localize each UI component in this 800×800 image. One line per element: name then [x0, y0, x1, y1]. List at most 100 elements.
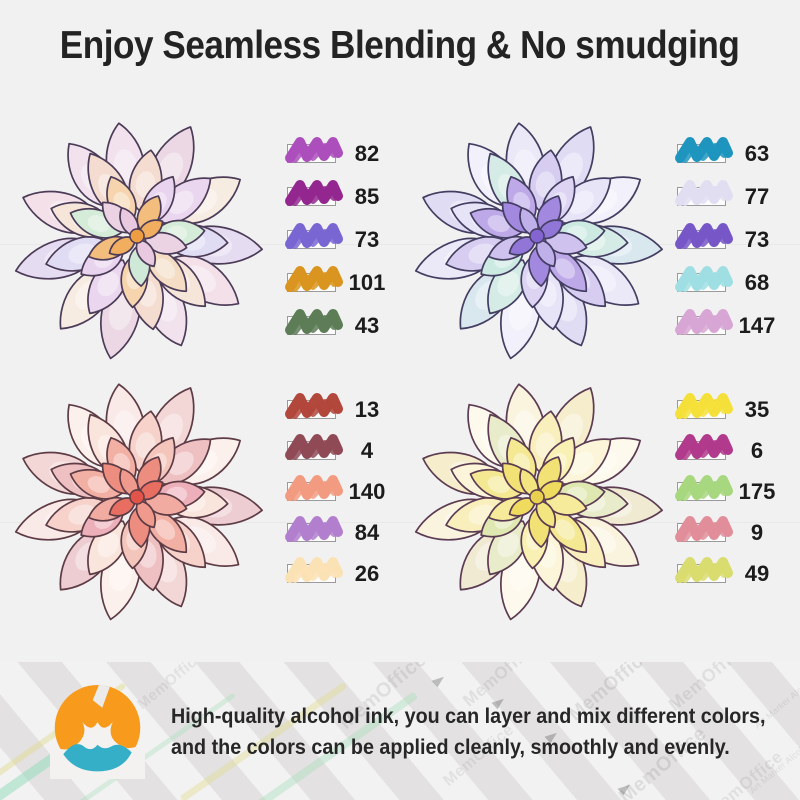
legend-row: 101 [285, 261, 390, 304]
legend-row: 82 [285, 132, 390, 175]
marker-scribble-icon [675, 180, 733, 206]
color-legend-top-left: 82 85 73 101 43 [285, 132, 390, 347]
marker-code: 140 [348, 478, 386, 504]
marker-code: 43 [354, 312, 380, 338]
marker-scribble-icon [285, 309, 343, 335]
memoffice-logo [50, 684, 145, 779]
succulent-illustration-blue-violet [414, 122, 663, 360]
legend-row: 63 [675, 132, 780, 175]
color-legend-top-right: 63 77 73 68 147 [675, 132, 780, 347]
marker-scribble-icon [285, 223, 343, 249]
marker-code: 9 [750, 519, 764, 545]
legend-row: 140 [285, 471, 390, 512]
succulent-illustration-yellow-green [414, 383, 663, 621]
legend-row: 77 [675, 175, 780, 218]
legend-row: 147 [675, 304, 780, 347]
marker-swatch-box [285, 393, 343, 419]
marker-code: 73 [354, 226, 380, 252]
legend-row: 85 [285, 175, 390, 218]
legend-row: 84 [285, 512, 390, 553]
swatch-group-top-right: 63 77 73 68 147 [400, 105, 800, 372]
marker-swatch-box [675, 434, 733, 460]
legend-row: 13 [285, 389, 390, 430]
marker-swatch-box [285, 516, 343, 542]
marker-code: 73 [744, 226, 770, 252]
legend-row: 175 [675, 471, 780, 512]
marker-scribble-icon [675, 309, 733, 335]
legend-row: 4 [285, 430, 390, 471]
marker-code: 6 [750, 437, 764, 463]
marker-code: 63 [744, 140, 770, 166]
marker-scribble-icon [675, 393, 733, 419]
marker-scribble-icon [285, 434, 343, 460]
swatch-group-bottom-left: 13 4 140 84 26 [0, 372, 400, 639]
marker-swatch-box [675, 266, 733, 292]
legend-row: 43 [285, 304, 390, 347]
footer-text: High-quality alcohol ink, you can layer … [171, 701, 766, 763]
marker-code: 101 [348, 269, 386, 295]
marker-code: 35 [744, 396, 770, 422]
marker-code: 49 [744, 560, 770, 586]
marker-swatch-box [285, 180, 343, 206]
marker-scribble-icon [285, 266, 343, 292]
marker-swatch-box [285, 475, 343, 501]
marker-code: 26 [354, 560, 380, 586]
succulent-illustration-pink-red [14, 383, 263, 621]
marker-swatch-box [675, 223, 733, 249]
footer-line-1: High-quality alcohol ink, you can layer … [171, 705, 766, 728]
marker-swatch-box [285, 223, 343, 249]
marker-scribble-icon [285, 516, 343, 542]
legend-row: 73 [285, 218, 390, 261]
legend-row: 49 [675, 553, 780, 594]
marker-swatch-box [285, 557, 343, 583]
marker-scribble-icon [675, 516, 733, 542]
legend-row: 6 [675, 430, 780, 471]
marker-code: 82 [354, 140, 380, 166]
marker-swatch-box [675, 516, 733, 542]
marker-code: 77 [744, 183, 770, 209]
marker-scribble-icon [285, 557, 343, 583]
legend-row: 26 [285, 553, 390, 594]
marker-code: 85 [354, 183, 380, 209]
marker-scribble-icon [285, 137, 343, 163]
legend-row: 73 [675, 218, 780, 261]
marker-swatch-box [675, 475, 733, 501]
marker-scribble-icon [675, 434, 733, 460]
image-seam [0, 522, 800, 523]
marker-scribble-icon [285, 475, 343, 501]
marker-code: 84 [354, 519, 380, 545]
marker-swatch-box [675, 137, 733, 163]
marker-swatch-box [285, 266, 343, 292]
succulent-illustration-purple-orange [14, 122, 263, 360]
swatch-group-top-left: 82 85 73 101 43 [0, 105, 400, 372]
marker-swatch-box [285, 434, 343, 460]
marker-code: 175 [738, 478, 776, 504]
marker-code: 147 [738, 312, 776, 338]
marker-scribble-icon [675, 223, 733, 249]
marker-swatch-box [675, 393, 733, 419]
marker-scribble-icon [285, 180, 343, 206]
marker-scribble-icon [675, 266, 733, 292]
marker-swatch-box [675, 557, 733, 583]
color-legend-bottom-left: 13 4 140 84 26 [285, 389, 390, 594]
image-seam [0, 244, 800, 245]
marker-code: 13 [354, 396, 380, 422]
legend-row: 9 [675, 512, 780, 553]
marker-swatch-box [285, 137, 343, 163]
legend-row: 68 [675, 261, 780, 304]
legend-row: 35 [675, 389, 780, 430]
marker-swatch-box [675, 309, 733, 335]
marker-swatch-box [285, 309, 343, 335]
title-wrap: Enjoy Seamless Blending & No smudging [0, 24, 800, 68]
swatch-group-bottom-right: 35 6 175 9 49 [400, 372, 800, 639]
marker-scribble-icon [675, 557, 733, 583]
footer-line-2: and the colors can be applied cleanly, s… [171, 736, 730, 759]
marker-scribble-icon [285, 393, 343, 419]
marker-swatch-box [675, 180, 733, 206]
marker-code: 4 [360, 437, 374, 463]
logo-teal-wave [63, 744, 132, 772]
color-legend-bottom-right: 35 6 175 9 49 [675, 389, 780, 594]
page-title: Enjoy Seamless Blending & No smudging [60, 24, 740, 67]
logo-top-notch [92, 684, 110, 708]
marker-scribble-icon [675, 137, 733, 163]
